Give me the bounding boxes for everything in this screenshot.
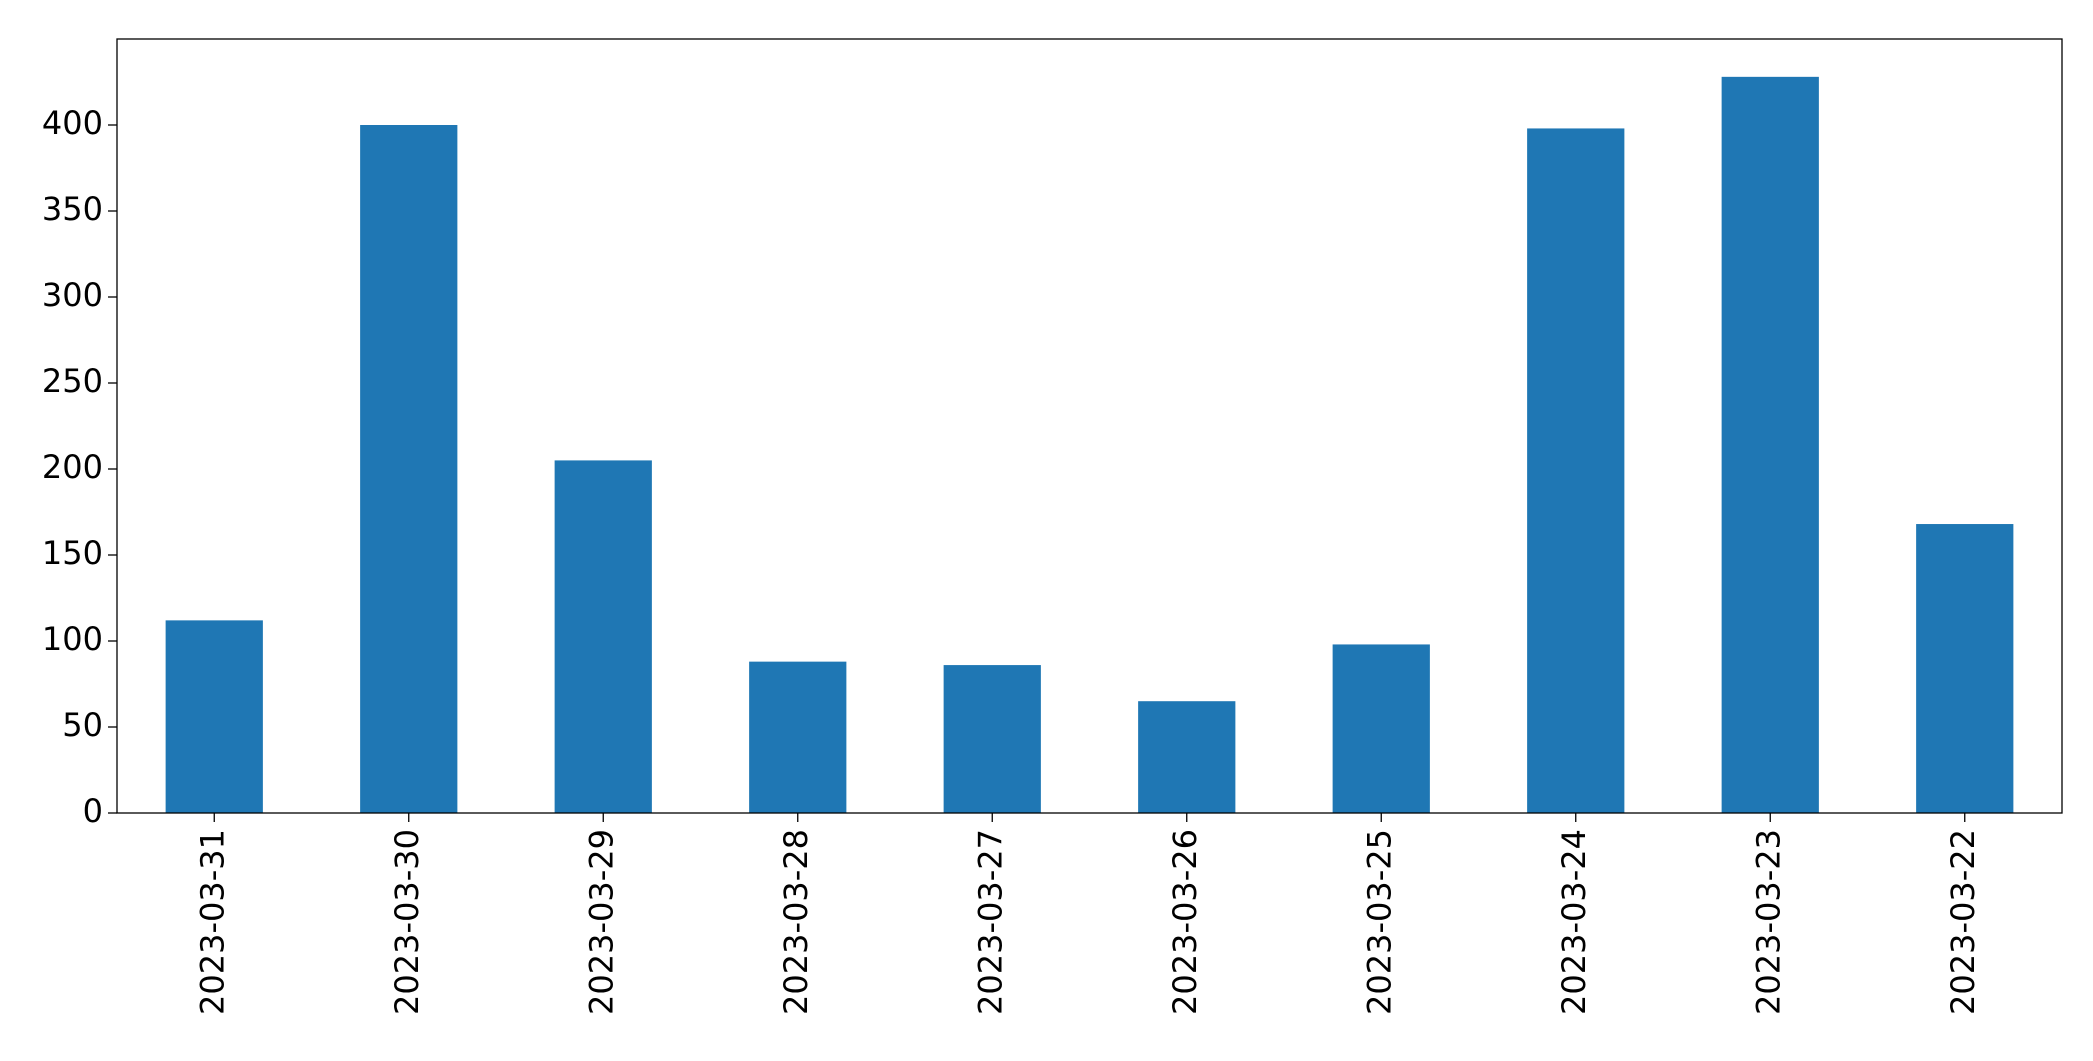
bar <box>1916 524 2014 813</box>
x-tick-label: 2023-03-27 <box>971 829 1009 1015</box>
bar <box>360 125 458 813</box>
x-tick-label: 2023-03-26 <box>1166 829 1204 1015</box>
bar <box>749 661 847 813</box>
bar <box>165 620 263 813</box>
y-tick-label: 200 <box>42 448 103 486</box>
y-tick-label: 50 <box>62 706 103 744</box>
y-tick-label: 250 <box>42 362 103 400</box>
bar <box>554 460 652 813</box>
x-tick-label: 2023-03-31 <box>193 829 231 1015</box>
x-tick-label: 2023-03-30 <box>388 829 426 1015</box>
x-tick-label: 2023-03-28 <box>777 829 815 1015</box>
y-tick-label: 150 <box>42 534 103 572</box>
bar <box>1721 76 1819 814</box>
y-tick-label: 300 <box>42 276 103 314</box>
bar <box>1527 128 1625 813</box>
y-tick-label: 350 <box>42 190 103 228</box>
y-tick-label: 100 <box>42 620 103 658</box>
bar <box>1138 701 1236 813</box>
axes-frame <box>116 38 2063 814</box>
x-tick-label: 2023-03-24 <box>1555 829 1593 1015</box>
x-tick-label: 2023-03-29 <box>582 829 620 1015</box>
y-tick-label: 400 <box>42 104 103 142</box>
x-tick-label: 2023-03-23 <box>1749 829 1787 1015</box>
bar <box>1332 644 1430 813</box>
x-tick-label: 2023-03-22 <box>1944 829 1982 1015</box>
bar <box>943 665 1041 813</box>
x-tick-label: 2023-03-25 <box>1360 829 1398 1015</box>
y-tick-label: 0 <box>83 792 103 830</box>
